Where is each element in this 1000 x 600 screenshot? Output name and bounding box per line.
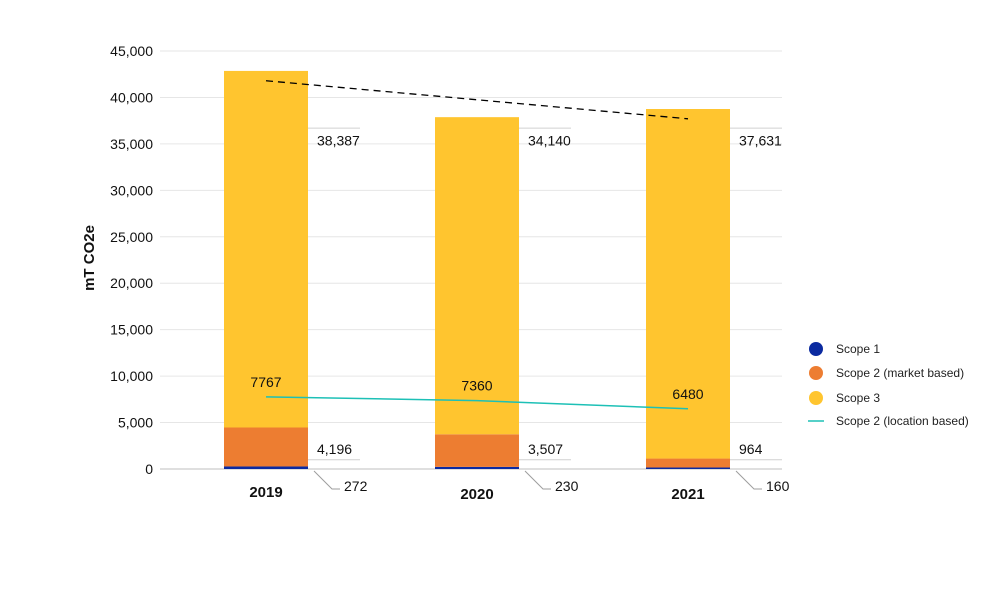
legend-marker [809,391,823,405]
trendline [265,80,689,120]
line-data-label: 6480 [672,386,703,402]
bar-segment [435,117,519,435]
label-leader-lines [308,127,782,490]
data-label: 4,196 [317,441,352,457]
y-tick-label: 5,000 [118,415,153,431]
y-axis-label: mT CO2e [81,225,98,291]
y-tick-label: 15,000 [110,322,153,338]
category-label: 2019 [249,484,282,501]
data-label: 34,140 [528,133,571,149]
bar-segment [646,467,730,469]
bar-segment [435,466,519,469]
y-tick-label: 10,000 [110,368,153,384]
leader-line [524,470,551,490]
bar-segment [646,458,730,468]
y-axis-ticks: 0 5,000 10,000 15,000 20,000 25,000 30,000 35,0… [110,43,153,477]
y-tick-label: 20,000 [110,275,153,291]
leader-line [313,470,340,490]
line-series [265,80,689,410]
line-data-label: 7767 [250,374,281,390]
bar-segment [646,109,730,459]
legend-label: Scope 1 [836,342,880,356]
line-series-path [265,396,689,410]
data-label: 3,507 [528,441,563,457]
line-data-label: 7360 [461,378,492,394]
data-label: 272 [344,478,368,494]
x-axis-categories: 2019 2020 2021 [249,484,704,503]
data-label: 38,387 [317,133,360,149]
y-tick-label: 45,000 [110,43,153,59]
legend: Scope 1 Scope 2 (market based) Scope 3 Scop… [808,342,969,428]
y-tick-label: 25,000 [110,229,153,245]
y-tick-label: 0 [145,461,153,477]
legend-label: Scope 3 [836,391,880,405]
y-tick-label: 35,000 [110,136,153,152]
y-tick-label: 40,000 [110,89,153,105]
bar-segment [224,427,308,467]
bar-segment [224,466,308,469]
legend-label: Scope 2 (market based) [836,366,964,380]
y-tick-label: 30,000 [110,182,153,198]
bar-segment [224,70,308,428]
bar-segment [435,434,519,467]
legend-marker [809,342,823,356]
data-label: 964 [739,441,763,457]
data-label: 230 [555,478,579,494]
legend-label: Scope 2 (location based) [836,414,969,428]
legend-marker [809,366,823,380]
bars [224,70,730,469]
data-labels: 38,387 4,196 272 34,140 3,507 230 37,631 964 160… [250,133,789,494]
data-label: 160 [766,478,790,494]
leader-line [735,470,762,490]
category-label: 2020 [460,486,493,503]
category-label: 2021 [671,486,704,503]
data-label: 37,631 [739,133,782,149]
